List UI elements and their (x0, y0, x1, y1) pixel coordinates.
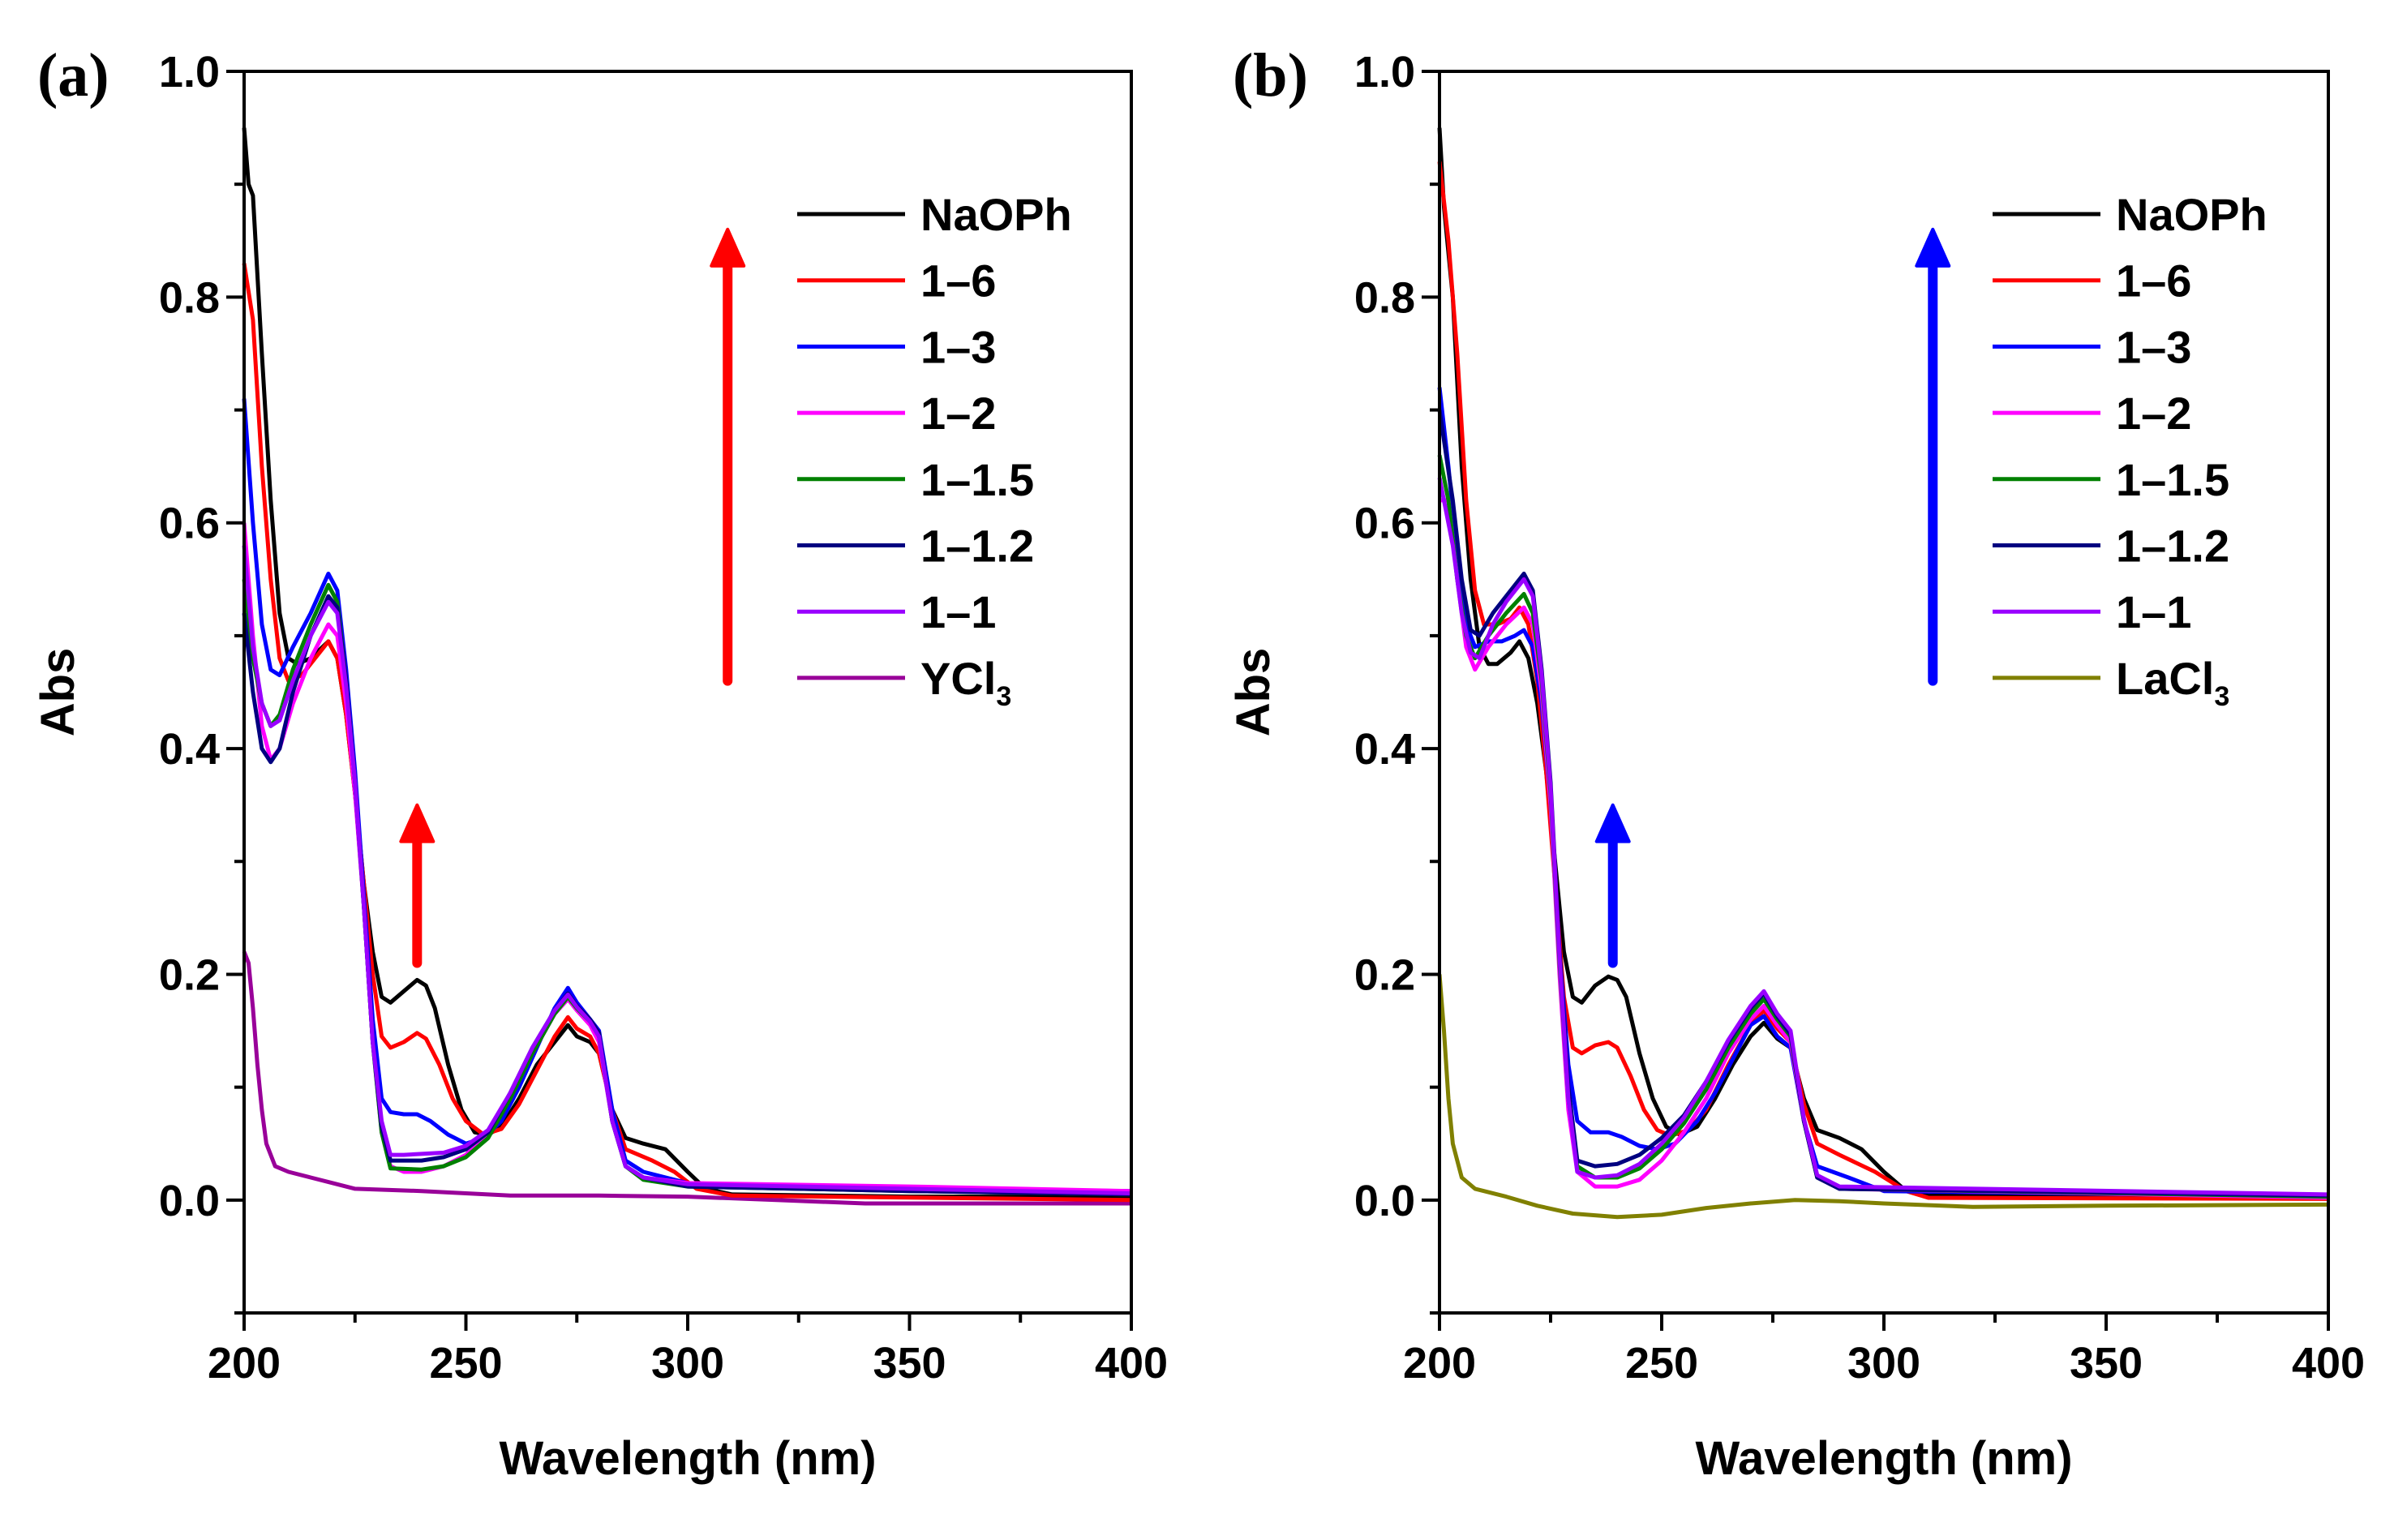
x-tick-label: 350 (873, 1339, 946, 1388)
x-axis-title: Wavelength (nm) (1695, 1432, 2072, 1485)
legend-item: YCl3 (797, 653, 1011, 712)
series-line-1–3 (1437, 387, 2329, 1199)
series-line-NaOPh (1437, 127, 2329, 1199)
legend-label: 1–1 (2116, 586, 2191, 637)
legend-item: 1–3 (797, 321, 996, 372)
legend-label: 1–3 (2116, 321, 2191, 372)
panel-b: 200 250 300 350 400 0.0 0.2 0.4 0.6 0.8 1.0 Wavelen… (1227, 41, 2365, 1485)
arrow-up-icon (1594, 803, 1631, 843)
legend-label: 1–1.2 (2116, 521, 2229, 572)
legend-label: 1–2 (2116, 388, 2191, 439)
panel-label: (a) (37, 41, 109, 109)
legend-label: YCl3 (920, 653, 1011, 712)
legend-item: NaOPh (1993, 189, 2268, 240)
y-axis-title: Abs (1227, 648, 1280, 737)
y-tick-label: 0.2 (1354, 950, 1415, 999)
legend-label: 1–6 (2116, 255, 2191, 307)
y-tick-label: 0.6 (159, 500, 220, 548)
series-line-1–1 (242, 545, 1132, 1195)
y-tick-label: 0.0 (1354, 1177, 1415, 1225)
x-tick-label: 300 (1847, 1339, 1920, 1388)
legend-label: 1–2 (920, 388, 996, 439)
legend-item: LaCl3 (1993, 653, 2229, 712)
y-tick-label: 0.0 (159, 1177, 220, 1225)
y-tick-label: 0.6 (1354, 500, 1415, 548)
legend-subscript: 3 (2214, 681, 2229, 712)
legend-label: 1–1.5 (2116, 454, 2229, 505)
legend-item: 1–6 (1993, 255, 2191, 307)
legend-item: 1–1.5 (1993, 454, 2229, 505)
legend-item: 1–1.2 (797, 521, 1034, 572)
panel-label: (b) (1233, 41, 1308, 109)
legend-item: 1–2 (797, 388, 996, 439)
x-tick-label: 200 (1403, 1339, 1476, 1388)
arrow-up-icon (1915, 227, 1951, 268)
legend-item: 1–1 (1993, 586, 2191, 637)
legend-label: NaOPh (2116, 189, 2268, 240)
legend-label: 1–1 (920, 586, 996, 637)
legend-subscript: 3 (996, 681, 1011, 712)
series-line-1–1 (1437, 477, 2329, 1197)
legend-item: 1–1.5 (797, 454, 1034, 505)
y-tick-label: 0.8 (159, 273, 220, 322)
legend-item: 1–3 (1993, 321, 2191, 372)
y-tick-label: 1.0 (1354, 48, 1415, 97)
y-tick-label: 0.2 (159, 950, 220, 999)
legend-label: LaCl3 (2116, 653, 2229, 712)
legend-item: 1–1 (797, 586, 996, 637)
legend-label: 1–1.2 (920, 521, 1034, 572)
legend-label: 1–3 (920, 321, 996, 372)
series-line-YCl3 (242, 950, 1131, 1206)
y-tick-label: 1.0 (159, 48, 220, 97)
legend-item: NaOPh (797, 189, 1072, 240)
arrow-up-icon (399, 803, 435, 843)
series-line-NaOPh (242, 127, 1131, 1199)
legend-label: 1–6 (920, 255, 996, 307)
x-tick-label: 400 (2292, 1339, 2365, 1388)
y-tick-label: 0.4 (159, 725, 220, 774)
legend-item: 1–2 (1993, 388, 2191, 439)
x-tick-label: 350 (2070, 1339, 2143, 1388)
y-tick-label: 0.8 (1354, 273, 1415, 322)
x-tick-label: 250 (429, 1339, 502, 1388)
legend-label: NaOPh (920, 189, 1072, 240)
x-axis-title: Wavelength (nm) (499, 1432, 876, 1485)
x-tick-label: 300 (651, 1339, 724, 1388)
legend-item: 1–6 (797, 255, 996, 307)
y-tick-label: 0.4 (1354, 725, 1415, 774)
x-tick-label: 200 (208, 1339, 281, 1388)
x-tick-label: 250 (1625, 1339, 1698, 1388)
panel-a: 200 250 300 350 400 0.0 0.2 0.4 0.6 0.8 1.0 Wavelen… (32, 41, 1168, 1485)
series-line-LaCl3 (1437, 974, 2329, 1220)
x-tick-label: 400 (1095, 1339, 1168, 1388)
arrow-up-icon (710, 227, 746, 268)
legend-label: 1–1.5 (920, 454, 1034, 505)
legend-item: 1–1.2 (1993, 521, 2229, 572)
series-line-1–2 (1439, 498, 2329, 1200)
y-axis-title: Abs (32, 648, 84, 737)
